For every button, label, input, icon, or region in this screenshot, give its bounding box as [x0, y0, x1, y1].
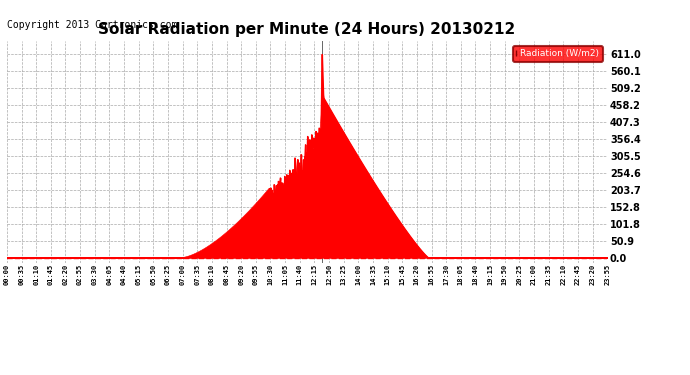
Title: Solar Radiation per Minute (24 Hours) 20130212: Solar Radiation per Minute (24 Hours) 20… — [99, 22, 515, 37]
Legend: Radiation (W/m2): Radiation (W/m2) — [513, 46, 602, 62]
Text: Copyright 2013 Cartronics.com: Copyright 2013 Cartronics.com — [7, 20, 177, 30]
